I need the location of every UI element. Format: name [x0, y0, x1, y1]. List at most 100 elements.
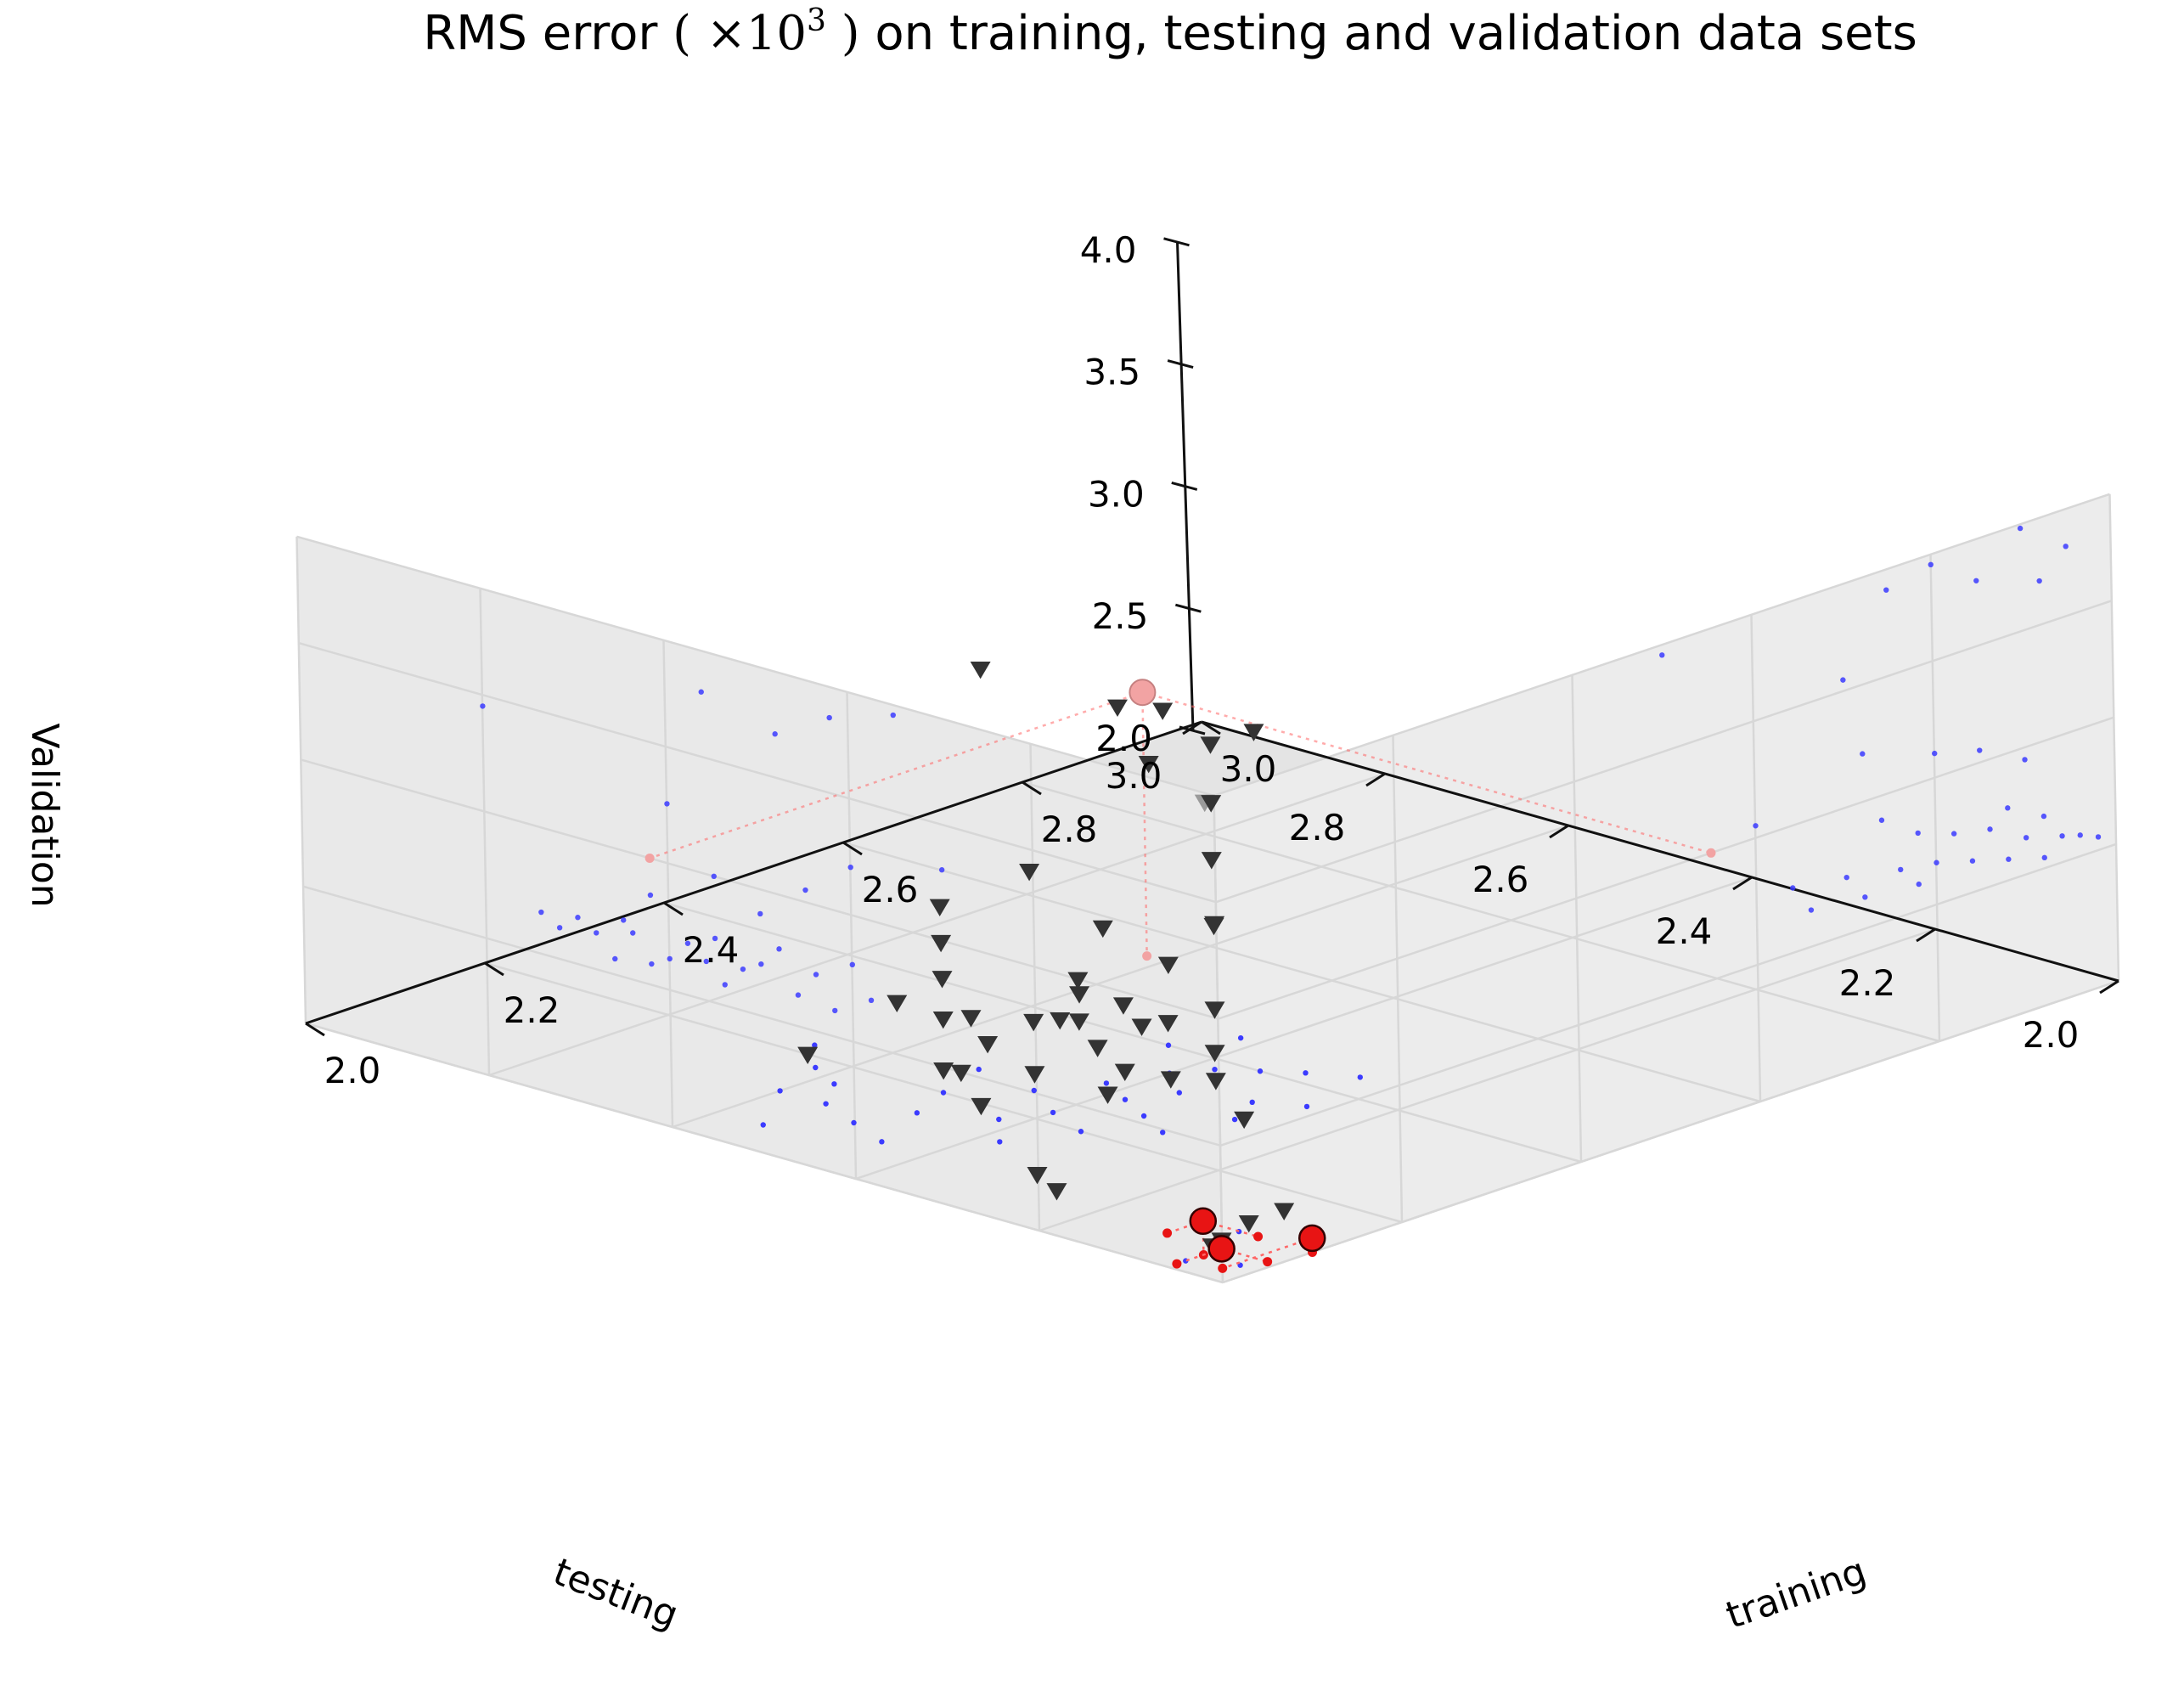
guide-line — [1222, 1237, 1313, 1270]
testing-wall-projection-dot — [684, 940, 691, 946]
validation-tick-label: 3.0 — [1088, 473, 1145, 515]
model-point — [1068, 1013, 1089, 1031]
guide-endpoint-dot — [1263, 1257, 1273, 1267]
title-paren-open: ( — [673, 6, 706, 61]
floor-projection-dot — [997, 1139, 1003, 1145]
gridline-testing-wall — [1213, 795, 1224, 1283]
testing-wall-projection-dot — [647, 892, 654, 899]
model-point — [960, 1010, 982, 1028]
training-wall-projection-dot — [1932, 750, 1938, 757]
gridline-training-floor — [1022, 781, 1940, 1043]
testing-tick-mark — [2099, 979, 2119, 995]
training-wall-projection-dot — [2022, 757, 2028, 763]
validation-tick-label: 2.0 — [1095, 718, 1152, 759]
training-wall-projection-dot — [1878, 817, 1885, 823]
testing-wall-projection-dot — [621, 917, 627, 923]
guide-endpoint-dot — [645, 853, 655, 863]
testing-wall-projection-dot — [740, 966, 746, 972]
testing-axis-line — [1201, 720, 2119, 983]
model-point — [1107, 699, 1129, 717]
model-point — [1205, 1073, 1226, 1090]
title-exponent: 3 — [807, 3, 826, 38]
floor-projection-dot — [1303, 1070, 1309, 1076]
testing-tick-label: 2.6 — [1472, 859, 1529, 900]
model-point — [1238, 1214, 1259, 1233]
gridline-training-wall — [1929, 554, 1941, 1042]
training-wall-projection-dot — [2040, 813, 2047, 820]
floor-projection-dot — [1212, 1067, 1218, 1073]
model-point — [1092, 920, 1113, 938]
gridline-validation-left — [301, 758, 1219, 1020]
testing-wall-projection-dot — [849, 961, 855, 968]
gridline-testing-floor — [672, 824, 1569, 1129]
testing-wall-projection-dot — [667, 955, 673, 962]
testing-tick-label: 2.8 — [1289, 807, 1346, 848]
model-point — [932, 1011, 954, 1029]
training-tick-mark — [305, 1022, 325, 1037]
testing-wall-projection-dot — [556, 925, 563, 931]
testing-wall-projection-dot — [890, 712, 896, 719]
model-point — [1114, 1063, 1135, 1081]
training-wall-projection-dot — [1808, 907, 1815, 913]
gridline-training-floor — [842, 841, 1761, 1103]
floor-projection-dot — [1103, 1080, 1110, 1086]
guide-endpoint-dot — [1253, 1231, 1264, 1242]
training-tick-mark — [1201, 720, 1221, 735]
gridline-training-wall — [1571, 674, 1583, 1163]
testing-wall-projection-dot — [712, 935, 718, 942]
testing-tick-mark — [1549, 824, 1569, 839]
testing-wall-projection-dot — [649, 961, 655, 967]
testing-wall-projection-dot — [802, 887, 808, 893]
projection-points — [480, 525, 2102, 1268]
floor-projection-dot — [1357, 1074, 1364, 1080]
model-point — [950, 1064, 971, 1083]
testing-wall-projection-dot — [776, 946, 782, 952]
model-point — [1046, 1183, 1067, 1201]
training-tick-mark — [1022, 781, 1042, 796]
model-point — [1131, 1018, 1152, 1036]
training-wall-projection-dot — [1883, 587, 1889, 593]
training-wall-projection-dot — [2023, 835, 2029, 841]
model-point — [1157, 1015, 1179, 1033]
testing-wall-projection-dot — [703, 958, 709, 965]
guide-line — [1202, 1220, 1205, 1255]
gridline-validation-left — [303, 885, 1221, 1147]
floor-projection-dot — [940, 1090, 947, 1096]
floor-projection-dot — [813, 1064, 819, 1071]
floor-projection-dot — [1122, 1096, 1129, 1102]
gridline-training-floor — [663, 901, 1582, 1164]
training-wall-projection-dot — [1950, 831, 1957, 837]
training-wall-projection-dot — [2063, 544, 2069, 549]
testing-wall-projection-dot — [826, 714, 832, 721]
testing-tick-label: 2.4 — [1656, 910, 1713, 952]
model-point — [1234, 1111, 1255, 1130]
gridline-testing-wall — [1029, 743, 1041, 1231]
floor-projection-dot — [831, 1081, 837, 1087]
testing-tick-mark — [1916, 927, 1936, 943]
training-wall-projection-dot — [1915, 830, 1921, 837]
gridline-testing-wall — [479, 588, 491, 1076]
floor-projection-dot — [879, 1139, 885, 1145]
floor-projection-dot — [1176, 1090, 1183, 1096]
floor-projection-dot — [1165, 1042, 1172, 1048]
validation-tick-mark — [1163, 237, 1190, 247]
floor-projection-dot — [1160, 1130, 1166, 1136]
gridline-testing-floor — [488, 772, 1386, 1077]
gridline-validation-right — [1218, 716, 2115, 1020]
chart-title: RMS error ( ×103 ) on training, testing … — [423, 3, 1917, 61]
model-point — [1203, 917, 1224, 936]
training-wall-projection-dot — [1862, 894, 1868, 900]
floor-projection-dot — [851, 1119, 857, 1126]
guide-line — [1141, 692, 1148, 956]
testing-wall-projection-dot — [538, 909, 544, 916]
gridline-validation-right — [1222, 979, 2119, 1284]
floor-projection-dot — [1140, 1113, 1147, 1119]
model-point — [970, 661, 991, 679]
training-wall-projection-dot — [1753, 823, 1759, 829]
title-prefix: RMS error — [423, 6, 673, 61]
model-point — [1112, 997, 1134, 1015]
model-point — [933, 1062, 954, 1080]
validation-tick-mark — [1171, 481, 1198, 491]
training-wall-projection-dot — [1973, 578, 1979, 583]
training-wall-projection-dot — [2059, 833, 2065, 839]
